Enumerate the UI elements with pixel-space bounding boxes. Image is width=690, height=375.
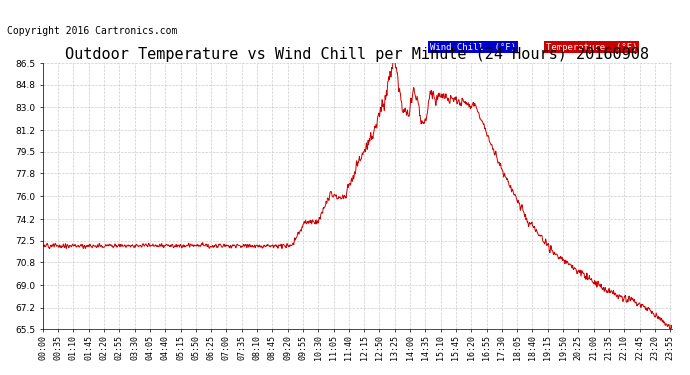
Text: Temperature  (°F): Temperature (°F) [546,43,638,52]
Text: Copyright 2016 Cartronics.com: Copyright 2016 Cartronics.com [7,26,177,36]
Title: Outdoor Temperature vs Wind Chill per Minute (24 Hours) 20160908: Outdoor Temperature vs Wind Chill per Mi… [66,47,649,62]
Text: Wind Chill  (°F): Wind Chill (°F) [430,43,515,52]
